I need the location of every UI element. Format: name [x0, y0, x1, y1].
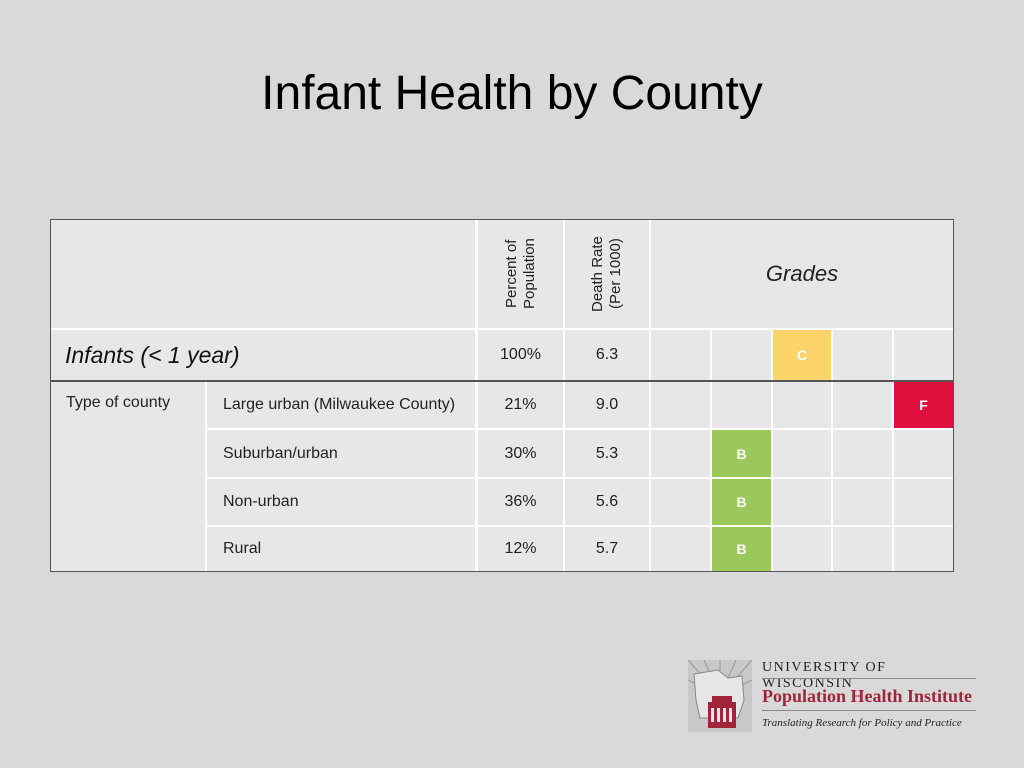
- grade-cell: [894, 479, 953, 525]
- grade-cell: [833, 430, 892, 477]
- logo-rule-top: [762, 678, 976, 679]
- header-percent-cell: Percent of Population: [478, 220, 563, 328]
- row-percent-non-urban: 36%: [478, 479, 563, 525]
- summary-divider: [51, 380, 953, 382]
- logo-tagline: Translating Research for Policy and Prac…: [762, 717, 962, 729]
- header-grades-cell: Grades: [651, 220, 953, 328]
- grade-badge-summary: C: [773, 330, 831, 380]
- grade-cell: [651, 382, 710, 428]
- row-percent-suburban: 30%: [478, 430, 563, 477]
- logo-university: UNIVERSITY OF WISCONSIN: [762, 660, 887, 691]
- header-blank-cell: [51, 220, 475, 328]
- grade-cell: [894, 527, 953, 571]
- summary-rate: 6.3: [565, 330, 649, 380]
- header-death-rate-label: Death Rate (Per 1000): [589, 236, 624, 312]
- grade-badge-suburban: B: [712, 430, 771, 477]
- grade-cell: [894, 330, 953, 380]
- logo-rule-bottom: [762, 710, 976, 711]
- grade-cell: [773, 382, 831, 428]
- grade-cell: [833, 330, 892, 380]
- row-percent-rural: 12%: [478, 527, 563, 571]
- grade-badge-non-urban: B: [712, 479, 771, 525]
- row-label-non-urban: Non-urban: [207, 479, 475, 525]
- logo-institute: Population Health Institute: [762, 686, 973, 706]
- summary-percent: 100%: [478, 330, 563, 380]
- grade-cell: [712, 382, 771, 428]
- grade-cell: [651, 430, 710, 477]
- row-rate-large-urban: 9.0: [565, 382, 649, 428]
- row-rate-rural: 5.7: [565, 527, 649, 571]
- infant-health-table: Percent of Population Death Rate (Per 10…: [50, 219, 954, 572]
- grade-cell: [651, 527, 710, 571]
- wisconsin-capitol-icon: [688, 660, 752, 732]
- row-percent-large-urban: 21%: [478, 382, 563, 428]
- grade-cell: [651, 479, 710, 525]
- grade-cell: [651, 330, 710, 380]
- grade-cell: [773, 527, 831, 571]
- grade-cell: [833, 382, 892, 428]
- grade-badge-large-urban: F: [894, 382, 953, 428]
- uw-phi-logo: UNIVERSITY OF WISCONSIN Population Healt…: [688, 660, 980, 732]
- header-grades-label: Grades: [765, 261, 839, 286]
- row-label-large-urban: Large urban (Milwaukee County): [207, 382, 475, 428]
- header-percent-label: Percent of Population: [502, 238, 538, 310]
- group-label: Type of county: [66, 394, 171, 411]
- row-rate-non-urban: 5.6: [565, 479, 649, 525]
- grade-cell: [833, 479, 892, 525]
- row-label-suburban: Suburban/urban: [207, 430, 475, 477]
- grade-cell: [833, 527, 892, 571]
- summary-label: Infants (< 1 year): [65, 341, 240, 368]
- grade-badge-rural: B: [712, 527, 771, 571]
- slide-title: Infant Health by County: [261, 67, 763, 120]
- row-rate-suburban: 5.3: [565, 430, 649, 477]
- group-label-cell: Type of county: [51, 382, 205, 571]
- grade-cell: [773, 479, 831, 525]
- grade-cell: [894, 430, 953, 477]
- grade-cell: [712, 330, 771, 380]
- grade-cell: [773, 430, 831, 477]
- row-label-rural: Rural: [207, 527, 475, 571]
- header-death-rate-cell: Death Rate (Per 1000): [565, 220, 649, 328]
- summary-label-cell: Infants (< 1 year): [51, 330, 475, 380]
